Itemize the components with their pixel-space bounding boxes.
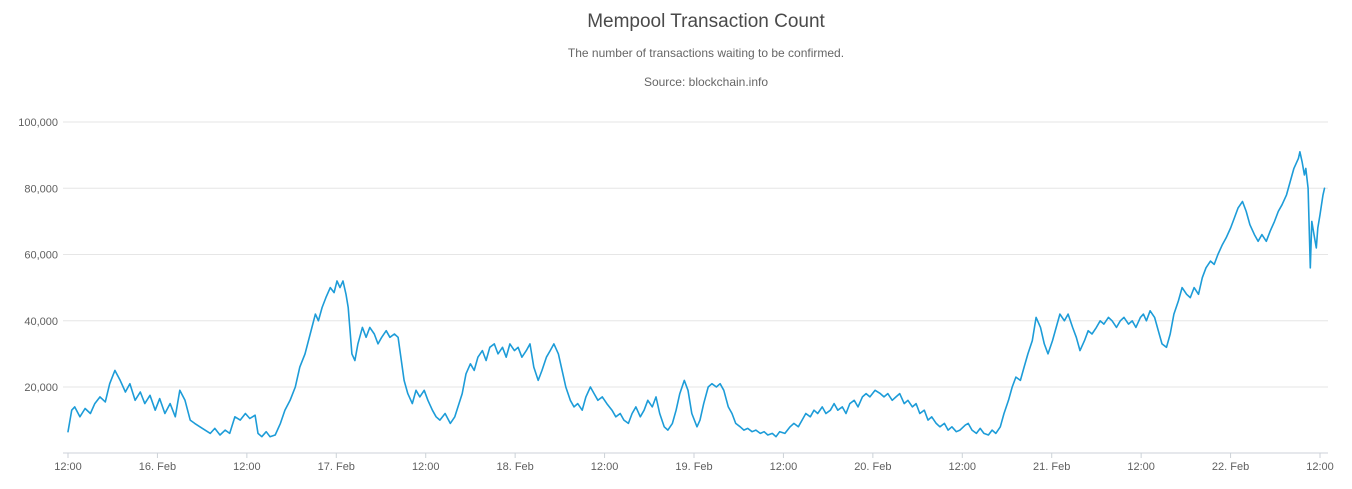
- y-axis-label: 80,000: [24, 183, 58, 195]
- x-axis-label: 20. Feb: [854, 461, 891, 473]
- chart-header: Mempool Transaction Count The number of …: [0, 0, 1352, 95]
- x-axis-label: 12:00: [949, 461, 977, 473]
- chart-subtitle: The number of transactions waiting to be…: [567, 46, 845, 60]
- x-axis-label: 21. Feb: [1033, 461, 1070, 473]
- x-axis-label: 12:00: [412, 461, 440, 473]
- x-axis-label: 12:00: [1127, 461, 1155, 473]
- x-axis-label: 12:00: [770, 461, 798, 473]
- y-axis-label: 40,000: [24, 316, 58, 328]
- chart-title: Mempool Transaction Count: [587, 11, 825, 32]
- y-axis-label: 60,000: [24, 250, 58, 262]
- x-axis-label: 16. Feb: [139, 461, 176, 473]
- x-axis-label: 18. Feb: [496, 461, 533, 473]
- x-axis-label: 12:00: [591, 461, 619, 473]
- x-axis-label: 12:00: [54, 461, 82, 473]
- chart-svg: 20,000 40,000 60,000 80,000 100,000 12:00 16. …: [18, 117, 1334, 473]
- y-axis-label: 100,000: [18, 117, 58, 129]
- series-line: [67, 151, 1326, 438]
- y-axis-label: 20,000: [24, 382, 58, 394]
- x-axis-label: 17. Feb: [318, 461, 355, 473]
- x-axis-label: 12:00: [1306, 461, 1334, 473]
- chart-source: Source: blockchain.info: [643, 75, 769, 89]
- x-axis-label: 19. Feb: [675, 461, 712, 473]
- x-axis-label: 12:00: [233, 461, 261, 473]
- x-axis-label: 22. Feb: [1212, 461, 1249, 473]
